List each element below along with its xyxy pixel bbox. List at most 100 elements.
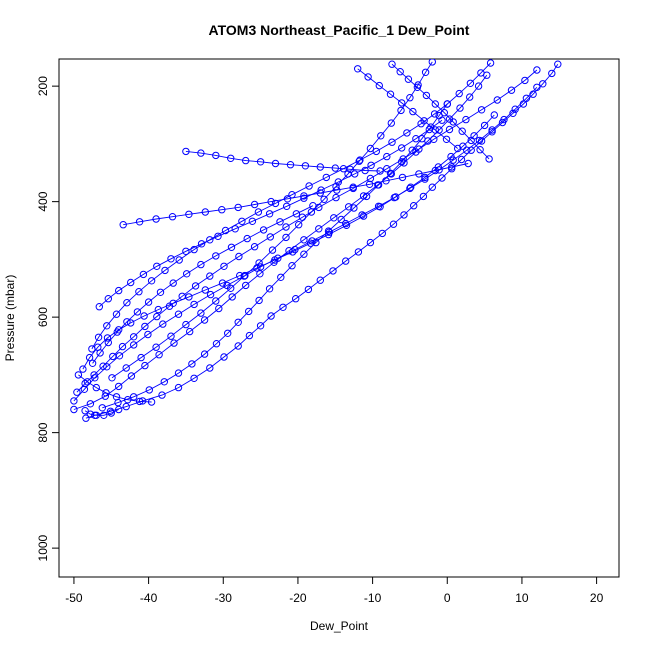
data-point: [156, 288, 165, 296]
data-point: [92, 383, 101, 392]
data-point: [141, 322, 149, 331]
data-point: [386, 169, 395, 178]
data-point: [316, 163, 324, 171]
data-point: [127, 319, 135, 327]
data-point: [220, 353, 228, 361]
data-point: [139, 270, 148, 279]
data-point: [256, 158, 265, 166]
data-point: [387, 119, 395, 127]
data-point: [490, 111, 498, 119]
data-point: [200, 350, 209, 358]
data-point: [376, 167, 384, 175]
data-point: [329, 267, 337, 275]
data-points: [70, 59, 562, 422]
data-point: [83, 378, 92, 386]
data-point: [190, 245, 198, 254]
data-point: [169, 299, 177, 307]
data-point: [183, 270, 191, 278]
x-tick-label: 0: [444, 591, 451, 605]
data-point: [212, 340, 221, 348]
data-point: [101, 392, 110, 400]
data-point: [288, 262, 296, 270]
data-point: [92, 411, 101, 419]
x-tick-label: -20: [289, 591, 307, 605]
data-point: [358, 211, 366, 219]
y-axis-label: Pressure (mbar): [3, 275, 17, 362]
data-point: [154, 305, 163, 314]
data-point: [108, 374, 116, 382]
data-point: [554, 60, 562, 68]
data-point: [324, 230, 333, 239]
data-point: [445, 125, 454, 134]
data-point: [291, 245, 299, 254]
data-point: [137, 353, 145, 362]
data-point: [466, 79, 475, 88]
data-point: [130, 333, 138, 341]
data-point: [398, 173, 407, 182]
data-point: [356, 156, 364, 164]
data-point: [292, 295, 300, 303]
data-point: [324, 227, 333, 235]
data-point: [227, 154, 235, 163]
data-point: [295, 221, 303, 229]
data-point: [74, 371, 83, 379]
data-point: [408, 146, 416, 154]
data-point: [206, 290, 215, 299]
data-point: [312, 238, 320, 247]
data-point: [104, 338, 113, 347]
data-point: [103, 363, 111, 371]
data-point: [271, 199, 280, 208]
data-point: [359, 192, 368, 200]
data-point: [422, 91, 431, 100]
data-point: [372, 147, 380, 156]
data-point: [144, 298, 153, 306]
data-point: [245, 331, 254, 340]
data-point: [300, 236, 308, 244]
data-point: [463, 146, 471, 154]
data-point: [431, 126, 439, 134]
data-point: [276, 218, 284, 226]
data-point: [70, 405, 78, 414]
x-tick-label: -30: [215, 591, 233, 605]
series-line: [99, 119, 443, 308]
data-point: [130, 341, 138, 349]
data-point: [271, 159, 280, 168]
data-point: [123, 299, 131, 307]
data-point: [346, 165, 354, 174]
y-tick-label: 400: [36, 191, 50, 211]
data-point: [185, 293, 193, 301]
data-point: [268, 246, 277, 254]
data-point: [354, 248, 363, 256]
data-point: [265, 285, 274, 293]
data-point: [529, 90, 537, 98]
data-point: [382, 177, 390, 185]
data-point: [259, 226, 268, 234]
data-point: [212, 297, 220, 305]
series-line: [76, 69, 538, 393]
data-point: [145, 386, 154, 394]
data-point: [206, 236, 214, 244]
data-point: [135, 218, 144, 226]
data-point: [122, 402, 130, 411]
data-point: [86, 400, 95, 408]
data-point: [182, 320, 190, 329]
data-point: [435, 126, 443, 134]
data-point: [214, 232, 222, 241]
data-point: [242, 281, 250, 290]
data-point: [182, 147, 190, 156]
data-point: [283, 195, 292, 203]
data-point: [430, 110, 439, 118]
data-point: [383, 165, 391, 173]
data-point: [438, 174, 446, 182]
x-tick-label: 20: [590, 591, 604, 605]
data-point: [366, 174, 375, 183]
data-point: [100, 411, 108, 419]
data-point: [182, 247, 190, 256]
data-point: [159, 320, 167, 328]
data-point: [94, 333, 103, 341]
data-point: [81, 379, 89, 388]
series-line: [123, 163, 469, 226]
data-point: [409, 107, 417, 116]
data-point: [415, 170, 423, 178]
